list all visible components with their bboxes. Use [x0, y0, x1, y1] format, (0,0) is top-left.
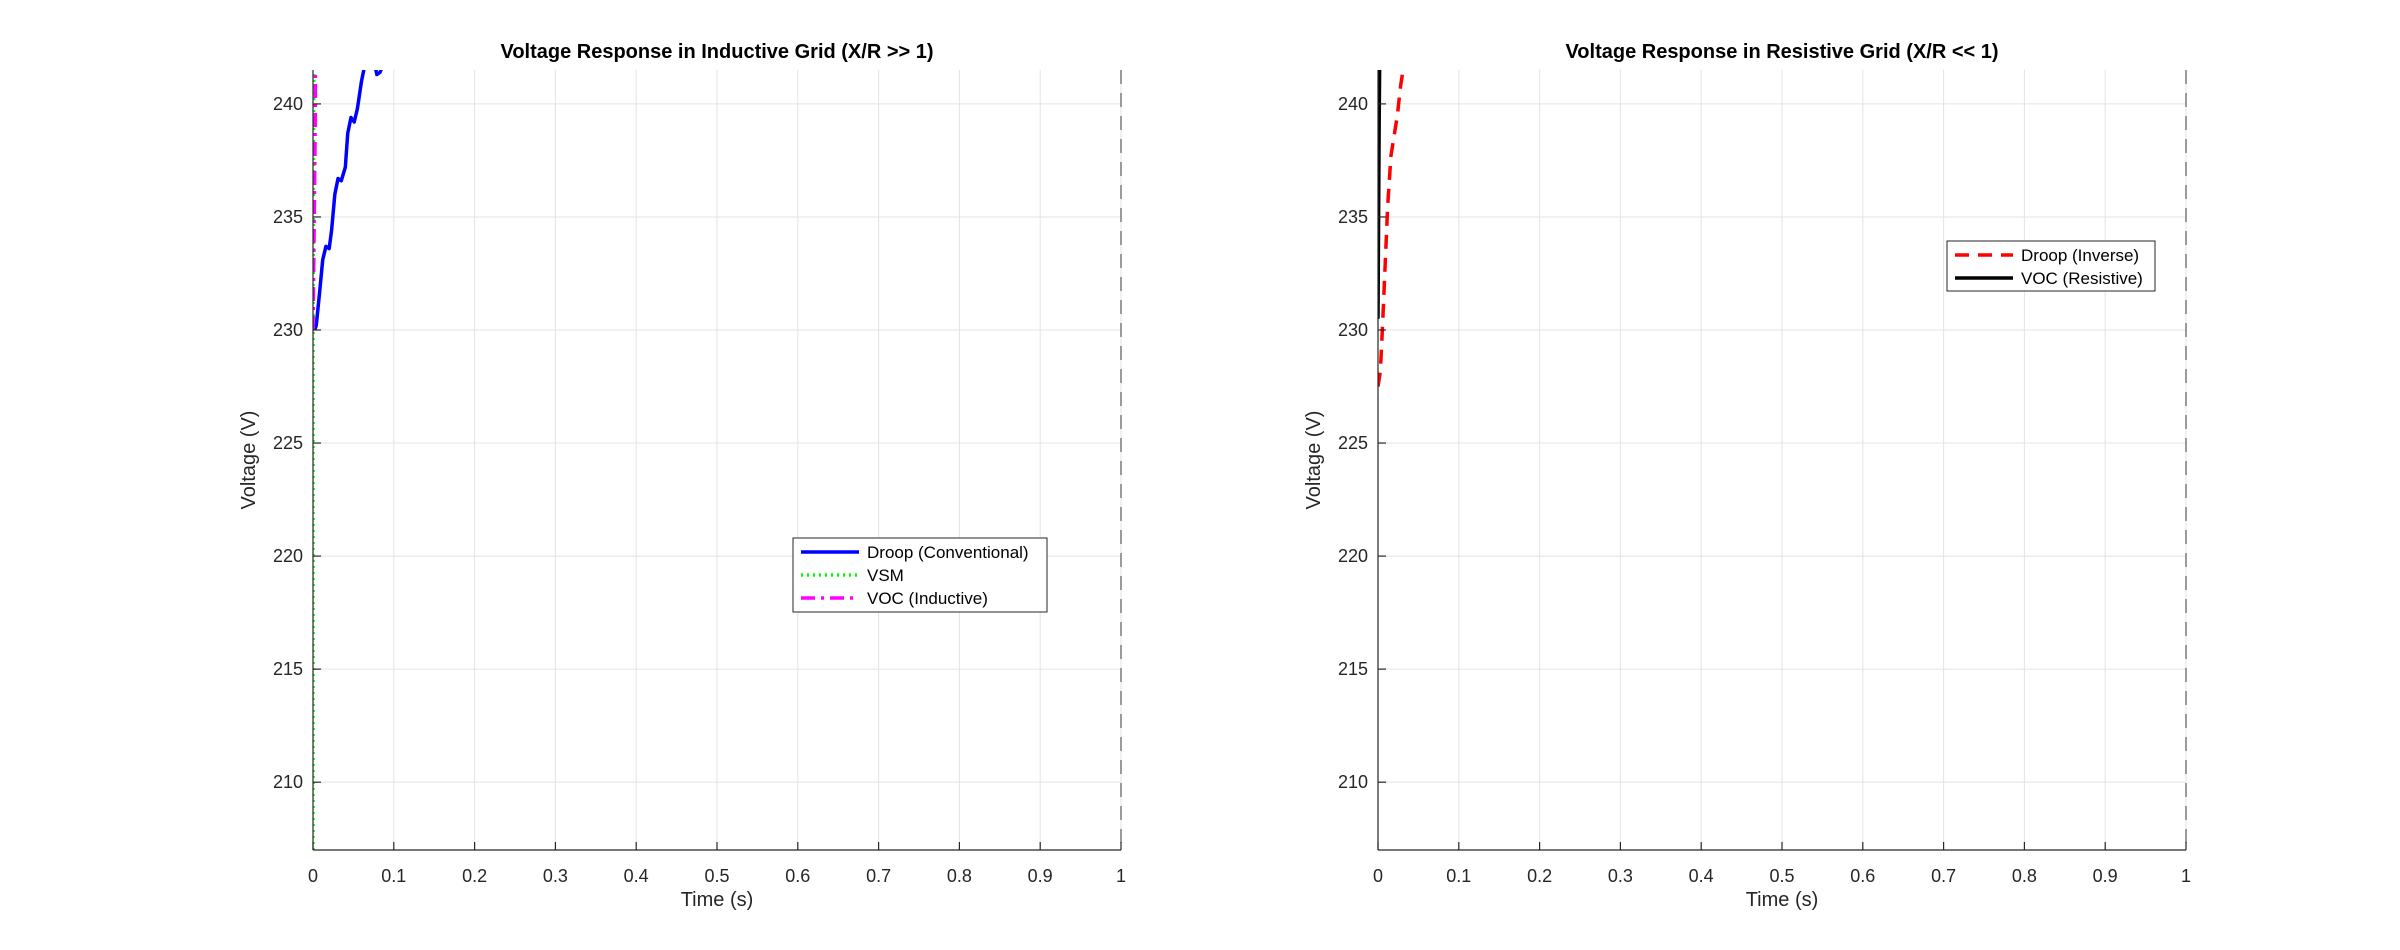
chart1-ytick-label-4: 230	[1338, 320, 1368, 340]
chart1-ytick-label-0: 210	[1338, 772, 1368, 792]
chart0-xtick-label-9: 0.9	[1028, 866, 1053, 886]
chart1-xtick-label-7: 0.7	[1931, 866, 1956, 886]
chart1-xtick-label-6: 0.6	[1850, 866, 1875, 886]
chart0-xtick-label-3: 0.3	[543, 866, 568, 886]
chart1-ytick-label-6: 240	[1338, 94, 1368, 114]
chart1-ytick-label-2: 220	[1338, 546, 1368, 566]
chart1-title: Voltage Response in Resistive Grid (X/R …	[1565, 41, 1998, 63]
chart1-xtick-label-5: 0.5	[1769, 866, 1794, 886]
chart0-legend-label-0: Droop (Conventional)	[867, 543, 1029, 562]
chart0-ytick-label-5: 235	[273, 207, 303, 227]
chart0-ylabel: Voltage (V)	[238, 411, 260, 510]
chart1-legend-label-0: Droop (Inverse)	[2021, 246, 2139, 265]
chart1-legend: Droop (Inverse) VOC (Resistive)	[1946, 240, 2156, 292]
chart1-ytick-label-3: 225	[1338, 433, 1368, 453]
chart1-xtick-label-9: 0.9	[2093, 866, 2118, 886]
chart0-legend-label-1: VSM	[867, 566, 904, 585]
chart0-series-0-line	[313, 70, 383, 331]
chart0-xtick-label-4: 0.4	[624, 866, 649, 886]
chart1-xtick-label-1: 0.1	[1446, 866, 1471, 886]
chart0-xtick-label-5: 0.5	[704, 866, 729, 886]
chart1-xlabel: Time (s)	[1746, 889, 1819, 911]
chart1-xtick-label-4: 0.4	[1689, 866, 1714, 886]
chart1: 0 0.1 0.2 0.3 0.4 0.5 0.6 0.7 0.8 0.9 1 210 215 220 22…	[1303, 41, 2191, 911]
chart1-legend-box	[1946, 240, 2156, 292]
chart0-xlabel: Time (s)	[681, 889, 754, 911]
chart0-series-2-line	[313, 70, 318, 331]
chart0-ytick-label-4: 230	[273, 320, 303, 340]
chart0-xtick-label-0: 0	[308, 866, 318, 886]
chart1-ytick-label-5: 235	[1338, 207, 1368, 227]
chart1-xtick-label-3: 0.3	[1608, 866, 1633, 886]
chart0-legend: Droop (Conventional) VSM VOC (Inductive)	[792, 537, 1048, 613]
chart1-xtick-label-2: 0.2	[1527, 866, 1552, 886]
chart1-ylabel: Voltage (V)	[1303, 411, 1325, 510]
chart1-ytick-label-1: 215	[1338, 659, 1368, 679]
chart0-ytick-label-6: 240	[273, 94, 303, 114]
chart0-xtick-label-7: 0.7	[866, 866, 891, 886]
chart0-xtick-label-8: 0.8	[947, 866, 972, 886]
chart0-ytick-label-0: 210	[273, 772, 303, 792]
chart0-xtick-label-6: 0.6	[785, 866, 810, 886]
chart1-xtick-label-0: 0	[1373, 866, 1383, 886]
chart1-series-0-line	[1378, 70, 1405, 387]
chart0-legend-label-2: VOC (Inductive)	[867, 589, 988, 608]
chart0-title: Voltage Response in Inductive Grid (X/R …	[500, 41, 933, 63]
chart0-xtick-label-10: 1	[1116, 866, 1126, 886]
chart0: 0 0.1 0.2 0.3 0.4 0.5 0.6 0.7 0.8 0.9 1 210 215 220 22…	[238, 41, 1126, 911]
chart0-ytick-label-1: 215	[273, 659, 303, 679]
chart1-legend-label-1: VOC (Resistive)	[2021, 269, 2143, 288]
chart1-xtick-label-8: 0.8	[2012, 866, 2037, 886]
chart0-xtick-label-2: 0.2	[462, 866, 487, 886]
chart1-xtick-label-10: 1	[2181, 866, 2191, 886]
chart0-ytick-label-2: 220	[273, 546, 303, 566]
chart0-ytick-label-3: 225	[273, 433, 303, 453]
chart0-xtick-label-1: 0.1	[381, 866, 406, 886]
